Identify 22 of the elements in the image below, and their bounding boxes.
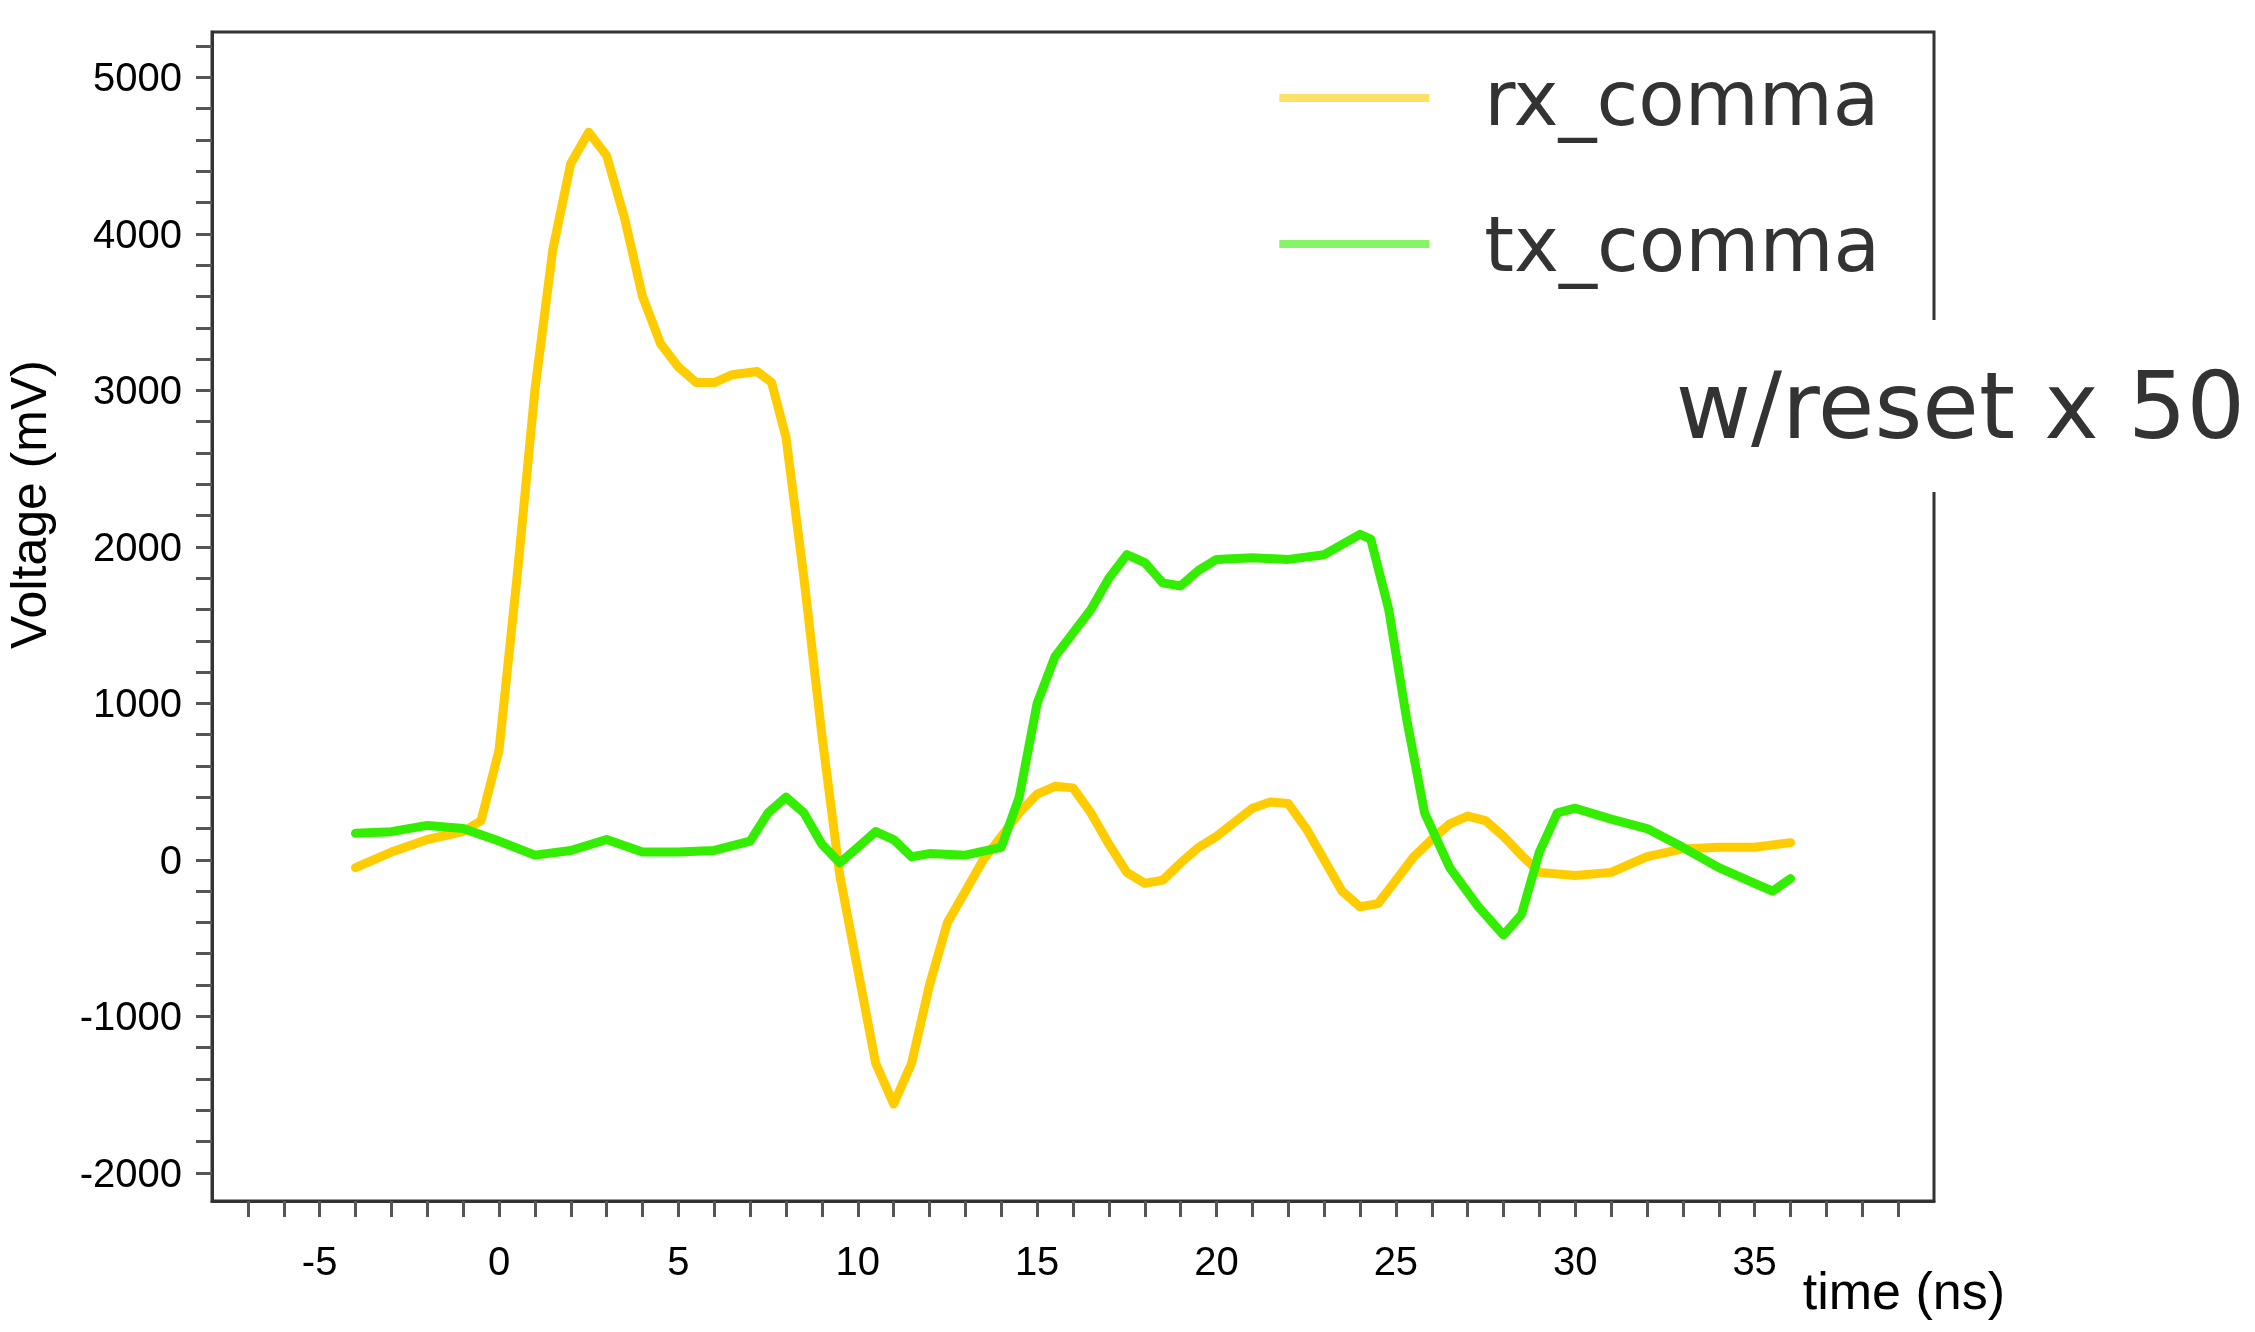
x-tick-label: 10 <box>835 1239 880 1283</box>
y-tick-label: 1000 <box>93 681 182 726</box>
x-axis-title: time (ns) <box>1802 1262 2006 1320</box>
y-tick-label: 3000 <box>93 368 182 413</box>
x-tick-label: 15 <box>1014 1239 1060 1283</box>
y-tick-label: 2000 <box>93 524 182 569</box>
legend-label: tx_comma <box>1484 199 1881 289</box>
annotation: w/reset x 50 <box>1675 352 2245 460</box>
y-tick-label: 4000 <box>93 211 182 256</box>
x-tick-label: -5 <box>301 1239 338 1283</box>
x-tick-label: 0 <box>487 1239 511 1283</box>
x-tick-label: 30 <box>1553 1239 1598 1283</box>
y-tick-label: 0 <box>159 837 182 882</box>
y-tick-label: -1000 <box>79 994 182 1039</box>
y-tick-label: 5000 <box>93 55 182 100</box>
x-tick-label: 35 <box>1732 1239 1777 1283</box>
y-axis-title: Voltage (mV) <box>1 360 57 650</box>
legend-label: rx_comma <box>1484 53 1880 143</box>
x-tick-label: 5 <box>667 1239 690 1283</box>
x-tick-label: 25 <box>1373 1239 1419 1283</box>
y-tick-label: -2000 <box>79 1150 182 1195</box>
x-tick-label: 20 <box>1194 1239 1239 1283</box>
